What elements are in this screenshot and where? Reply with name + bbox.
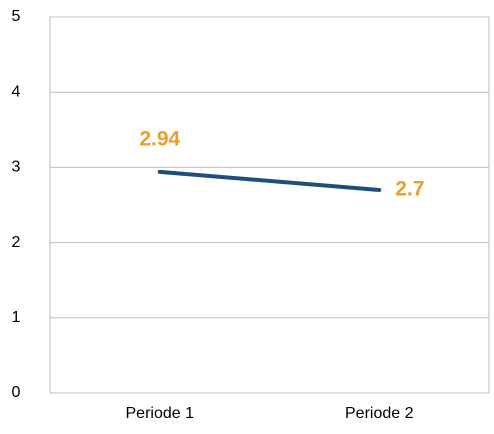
- y-tick-label: 2: [12, 234, 21, 251]
- y-tick-label: 1: [12, 309, 21, 326]
- data-line: [157, 169, 382, 192]
- y-tick-label: 0: [12, 384, 21, 401]
- data-label: 2.94: [139, 127, 180, 150]
- y-tick-label: 5: [12, 8, 21, 25]
- x-tick-label: Periode 2: [345, 405, 414, 422]
- y-tick-label: 3: [12, 159, 21, 176]
- data-label: 2.7: [395, 178, 424, 201]
- plot-frame: [49, 16, 490, 394]
- y-tick-label: 4: [12, 83, 21, 100]
- x-tick-label: Periode 1: [126, 405, 195, 422]
